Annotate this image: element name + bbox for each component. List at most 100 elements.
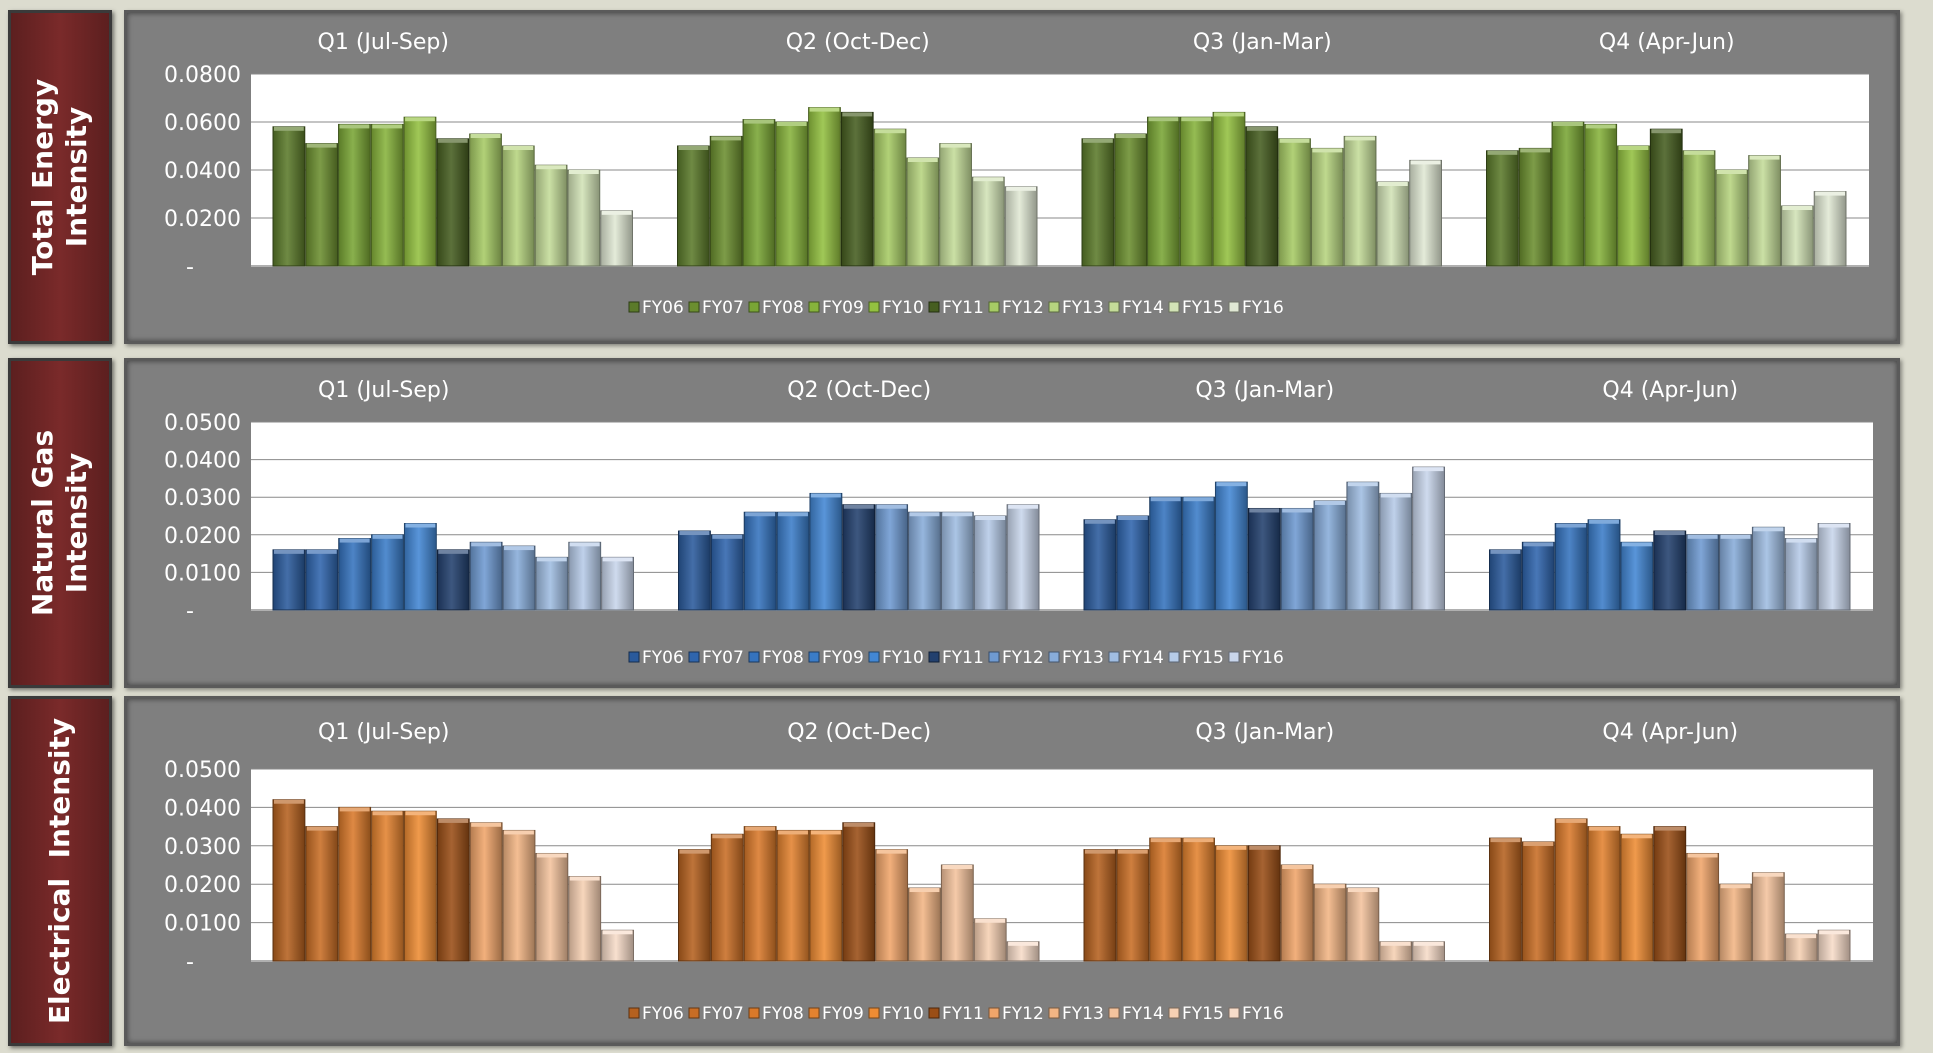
bar-top (470, 134, 501, 138)
y-tick-label: 0.0200 (164, 207, 241, 232)
bar-top (875, 129, 905, 134)
bar-fy12 (875, 504, 909, 611)
bar-top (679, 531, 710, 536)
bar-top (712, 534, 743, 539)
legend-label: FY11 (942, 648, 984, 668)
bar-fy09 (370, 123, 404, 267)
bar-fy15 (973, 515, 1007, 611)
legend-swatch (988, 651, 1000, 663)
legend-swatch (628, 301, 640, 313)
quarter-label: Q1 (Jul-Sep) (318, 720, 449, 745)
bar-top (876, 504, 907, 509)
bar-fy13 (908, 887, 941, 962)
bar-fy06 (677, 145, 710, 267)
bar-top (1687, 853, 1718, 858)
bar-top (1085, 849, 1115, 854)
bar-fy08 (1149, 496, 1183, 611)
bar-fy10 (1620, 833, 1654, 962)
quarter-label: Q1 (Jul-Sep) (318, 378, 449, 403)
bar-fy07 (305, 549, 339, 611)
bar-fy12 (1686, 852, 1720, 962)
y-tick-label: 0.0500 (164, 758, 241, 783)
y-tick-label: - (186, 255, 194, 280)
bar-top (776, 122, 807, 126)
bar-top (1249, 508, 1280, 513)
legend-label: FY12 (1002, 648, 1044, 668)
bar-fy14 (1346, 481, 1380, 611)
legend-swatch (808, 301, 820, 313)
bar-top (1183, 838, 1214, 843)
legend-label: FY09 (822, 648, 864, 668)
bar-fy08 (743, 511, 777, 611)
bar-top (1621, 542, 1652, 547)
bar-fy16 (1412, 466, 1445, 611)
bar-fy13 (1719, 883, 1752, 962)
bar-top (744, 119, 774, 124)
bar-top (809, 107, 840, 112)
legend-swatch (808, 1007, 820, 1019)
bar-fy13 (1313, 883, 1347, 962)
bar-top (372, 534, 403, 539)
bar-top (1315, 500, 1345, 505)
bar-fy10 (1214, 845, 1248, 962)
bar-top (1523, 841, 1554, 846)
bar-fy10 (403, 116, 437, 267)
legend-label: FY15 (1182, 648, 1224, 668)
bar-fy11 (436, 549, 470, 611)
bar-fy11 (1245, 126, 1279, 267)
bar-top (1819, 523, 1849, 528)
bar-top (1654, 531, 1685, 536)
bar-fy13 (906, 157, 940, 267)
bar-top (1117, 849, 1148, 854)
bar-fy08 (1554, 818, 1588, 962)
bar-top (1347, 482, 1378, 487)
bar-fy12 (875, 849, 909, 962)
legend-label: FY08 (762, 298, 804, 318)
bar-fy14 (535, 852, 569, 962)
bar-top (306, 143, 337, 148)
bar-top (372, 811, 403, 816)
bar-top (1150, 497, 1181, 502)
bar-fy11 (436, 818, 470, 962)
bar-fy16 (1006, 504, 1040, 611)
bar-fy07 (709, 135, 743, 267)
bar-top (1490, 838, 1521, 843)
bar-top (678, 146, 709, 150)
bar-top (1410, 160, 1441, 165)
legend-label: FY14 (1122, 298, 1164, 318)
bar-fy16 (1004, 186, 1038, 267)
bar-top (975, 918, 1006, 923)
bar-top (843, 504, 874, 509)
bar-top (306, 549, 337, 554)
bar-fy08 (1554, 523, 1588, 611)
bar-fy08 (338, 123, 371, 267)
legend-swatch (688, 301, 700, 313)
bar-fy11 (1653, 530, 1687, 611)
bar-fy08 (743, 826, 777, 962)
y-tick-label: 0.0300 (164, 486, 241, 511)
bar-fy06 (1486, 150, 1519, 267)
legend-label: FY15 (1182, 298, 1224, 318)
bar-fy07 (1114, 133, 1148, 267)
bar-top (975, 516, 1006, 520)
y-tick-label: 0.0800 (164, 63, 241, 88)
bar-fy09 (1587, 826, 1621, 962)
bar-fy16 (601, 556, 634, 611)
bar-top (1523, 542, 1554, 547)
bar-fy07 (1116, 515, 1150, 611)
legend-label: FY06 (642, 1004, 684, 1024)
bar-fy13 (501, 145, 535, 267)
legend-swatch (1048, 651, 1060, 663)
bar-top (1117, 516, 1148, 520)
legend-swatch (1168, 301, 1180, 313)
legend-label: FY15 (1182, 1004, 1224, 1024)
y-tick-label: - (186, 950, 194, 975)
bar-top (778, 830, 808, 835)
bar-fy07 (305, 826, 339, 962)
legend-swatch (1228, 301, 1240, 313)
legend-label: FY16 (1242, 1004, 1284, 1024)
bar-top (1216, 845, 1247, 850)
legend-swatch (1108, 301, 1120, 313)
bar-fy12 (1686, 534, 1720, 611)
y-tick-label: 0.0100 (164, 561, 241, 586)
